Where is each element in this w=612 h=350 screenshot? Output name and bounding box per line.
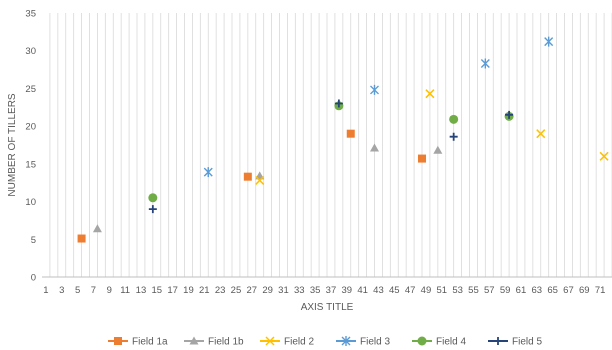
data-point bbox=[433, 145, 443, 154]
data-points bbox=[77, 36, 609, 243]
x-tick-label: 35 bbox=[310, 285, 321, 296]
x-tick-label: 55 bbox=[468, 285, 479, 296]
x-tick-label: 31 bbox=[278, 285, 289, 296]
data-point bbox=[536, 129, 546, 139]
data-point bbox=[418, 154, 426, 163]
legend-label: Field 1a bbox=[132, 337, 168, 348]
x-tick-label: 49 bbox=[421, 285, 432, 296]
y-tick-label: 30 bbox=[25, 46, 36, 57]
data-point bbox=[480, 58, 490, 69]
legend: Field 1a Field 1b Field 2 Field 3 Field 4 Fie… bbox=[108, 336, 542, 348]
y-tick-label: 5 bbox=[31, 235, 36, 246]
x-tick-label: 37 bbox=[326, 285, 337, 296]
x-tick-label: 63 bbox=[532, 285, 543, 296]
x-tick-label: 57 bbox=[484, 285, 495, 296]
x-tick-label: 45 bbox=[389, 285, 400, 296]
y-tick-label: 10 bbox=[25, 197, 36, 208]
legend-label: Field 1b bbox=[208, 337, 244, 348]
legend-marker bbox=[265, 336, 275, 346]
legend-marker bbox=[341, 336, 351, 346]
x-tick-label: 9 bbox=[107, 285, 112, 296]
data-point bbox=[243, 172, 252, 181]
x-tick-label: 7 bbox=[91, 285, 96, 296]
y-axis-title: NUMBER OF TILLERS bbox=[7, 93, 18, 196]
data-point bbox=[148, 193, 158, 203]
data-point bbox=[370, 84, 379, 95]
y-tick-label: 15 bbox=[25, 159, 36, 170]
data-point bbox=[449, 132, 458, 141]
x-tick-label: 11 bbox=[120, 285, 130, 296]
y-tick-label: 20 bbox=[25, 122, 36, 133]
data-point bbox=[77, 234, 86, 243]
x-tick-label: 27 bbox=[247, 285, 258, 296]
data-point bbox=[203, 167, 213, 178]
x-tick-label: 71 bbox=[595, 285, 606, 296]
x-tick-label: 51 bbox=[437, 285, 448, 296]
y-tick-label: 35 bbox=[25, 9, 36, 20]
data-point bbox=[346, 129, 355, 138]
x-tick-label: 41 bbox=[357, 285, 368, 296]
y-tick-label: 25 bbox=[25, 84, 36, 95]
legend-marker bbox=[417, 336, 427, 346]
x-tick-label: 23 bbox=[215, 285, 226, 296]
x-tick-label: 21 bbox=[199, 285, 210, 296]
x-tick-label: 53 bbox=[452, 285, 463, 296]
legend-label: Field 3 bbox=[360, 337, 390, 348]
legend-marker bbox=[114, 337, 122, 345]
data-point bbox=[599, 151, 609, 161]
x-tick-label: 43 bbox=[373, 285, 384, 296]
legend-label: Field 4 bbox=[436, 337, 466, 348]
x-tick-label: 67 bbox=[563, 285, 574, 296]
x-tick-label: 19 bbox=[183, 285, 194, 296]
x-tick-label: 3 bbox=[59, 285, 64, 296]
x-tick-label: 69 bbox=[579, 285, 590, 296]
x-tick-label: 39 bbox=[342, 285, 353, 296]
x-tick-label: 29 bbox=[262, 285, 273, 296]
data-point bbox=[255, 175, 265, 185]
x-tick-label: 59 bbox=[500, 285, 511, 296]
legend-label: Field 2 bbox=[284, 337, 314, 348]
x-tick-label: 1 bbox=[43, 285, 48, 296]
y-tick-label: 0 bbox=[31, 273, 36, 284]
legend-marker bbox=[494, 337, 502, 345]
x-tick-label: 13 bbox=[136, 285, 147, 296]
gridlines bbox=[49, 13, 612, 277]
data-point bbox=[505, 110, 514, 119]
data-point bbox=[425, 89, 435, 99]
data-point bbox=[544, 36, 554, 47]
legend-label: Field 5 bbox=[512, 337, 542, 348]
data-point bbox=[334, 99, 343, 108]
data-point bbox=[148, 205, 157, 214]
x-tick-label: 65 bbox=[547, 285, 558, 296]
x-tick-label: 25 bbox=[231, 285, 242, 296]
x-tick-label: 5 bbox=[75, 285, 80, 296]
legend-marker bbox=[189, 336, 199, 345]
x-tick-label: 17 bbox=[167, 285, 178, 296]
x-tick-label: 47 bbox=[405, 285, 416, 296]
x-axis-title: AXIS TITLE bbox=[301, 302, 354, 313]
data-point bbox=[92, 224, 102, 233]
data-point bbox=[370, 143, 379, 152]
x-tick-label: 61 bbox=[516, 285, 527, 296]
x-tick-label: 33 bbox=[294, 285, 305, 296]
x-tick-label: 15 bbox=[152, 285, 163, 296]
data-point bbox=[449, 114, 459, 124]
